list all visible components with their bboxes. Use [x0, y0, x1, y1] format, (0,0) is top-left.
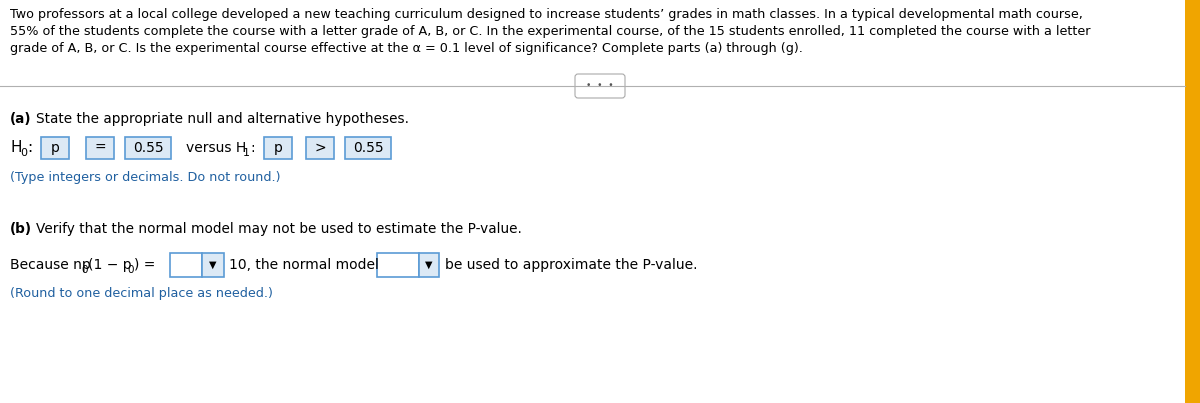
FancyBboxPatch shape: [264, 137, 292, 159]
Text: =: =: [94, 141, 106, 155]
Text: (1 − p: (1 − p: [88, 258, 132, 272]
Text: Two professors at a local college developed a new teaching curriculum designed t: Two professors at a local college develo…: [10, 8, 1082, 21]
FancyBboxPatch shape: [202, 253, 224, 277]
Text: (Round to one decimal place as needed.): (Round to one decimal place as needed.): [10, 287, 272, 300]
Text: 0.55: 0.55: [353, 141, 383, 155]
Text: be used to approximate the P-value.: be used to approximate the P-value.: [445, 258, 697, 272]
FancyBboxPatch shape: [377, 253, 419, 277]
Text: ▼: ▼: [209, 260, 217, 270]
FancyBboxPatch shape: [419, 253, 439, 277]
Text: •  •  •: • • •: [586, 81, 614, 91]
FancyBboxPatch shape: [41, 137, 70, 159]
Text: Because np: Because np: [10, 258, 91, 272]
Text: versus H: versus H: [186, 141, 246, 155]
FancyBboxPatch shape: [125, 137, 172, 159]
Text: (Type integers or decimals. Do not round.): (Type integers or decimals. Do not round…: [10, 171, 281, 184]
Text: :: :: [250, 141, 254, 155]
FancyBboxPatch shape: [575, 74, 625, 98]
FancyBboxPatch shape: [86, 137, 114, 159]
Text: >: >: [314, 141, 326, 155]
Text: grade of A, B, or C. Is the experimental course effective at the α = 0.1 level o: grade of A, B, or C. Is the experimental…: [10, 42, 803, 55]
Text: Verify that the normal model may not be used to estimate the P-value.: Verify that the normal model may not be …: [36, 222, 522, 236]
Text: H: H: [10, 141, 22, 156]
Text: p: p: [274, 141, 282, 155]
Text: 0.55: 0.55: [133, 141, 163, 155]
Text: 0: 0: [82, 265, 88, 275]
FancyBboxPatch shape: [346, 137, 391, 159]
Text: 0: 0: [20, 148, 28, 158]
Text: (b): (b): [10, 222, 32, 236]
Text: ▼: ▼: [425, 260, 433, 270]
Text: 0: 0: [127, 265, 133, 275]
FancyBboxPatch shape: [1186, 0, 1200, 403]
FancyBboxPatch shape: [306, 137, 334, 159]
Text: 1: 1: [242, 148, 250, 158]
FancyBboxPatch shape: [170, 253, 202, 277]
Text: State the appropriate null and alternative hypotheses.: State the appropriate null and alternati…: [36, 112, 409, 126]
Text: ) =: ) =: [134, 258, 155, 272]
Text: p: p: [50, 141, 60, 155]
Text: 10, the normal model: 10, the normal model: [229, 258, 379, 272]
Text: :: :: [28, 141, 32, 156]
Text: (a): (a): [10, 112, 31, 126]
Text: 55% of the students complete the course with a letter grade of A, B, or C. In th: 55% of the students complete the course …: [10, 25, 1091, 38]
